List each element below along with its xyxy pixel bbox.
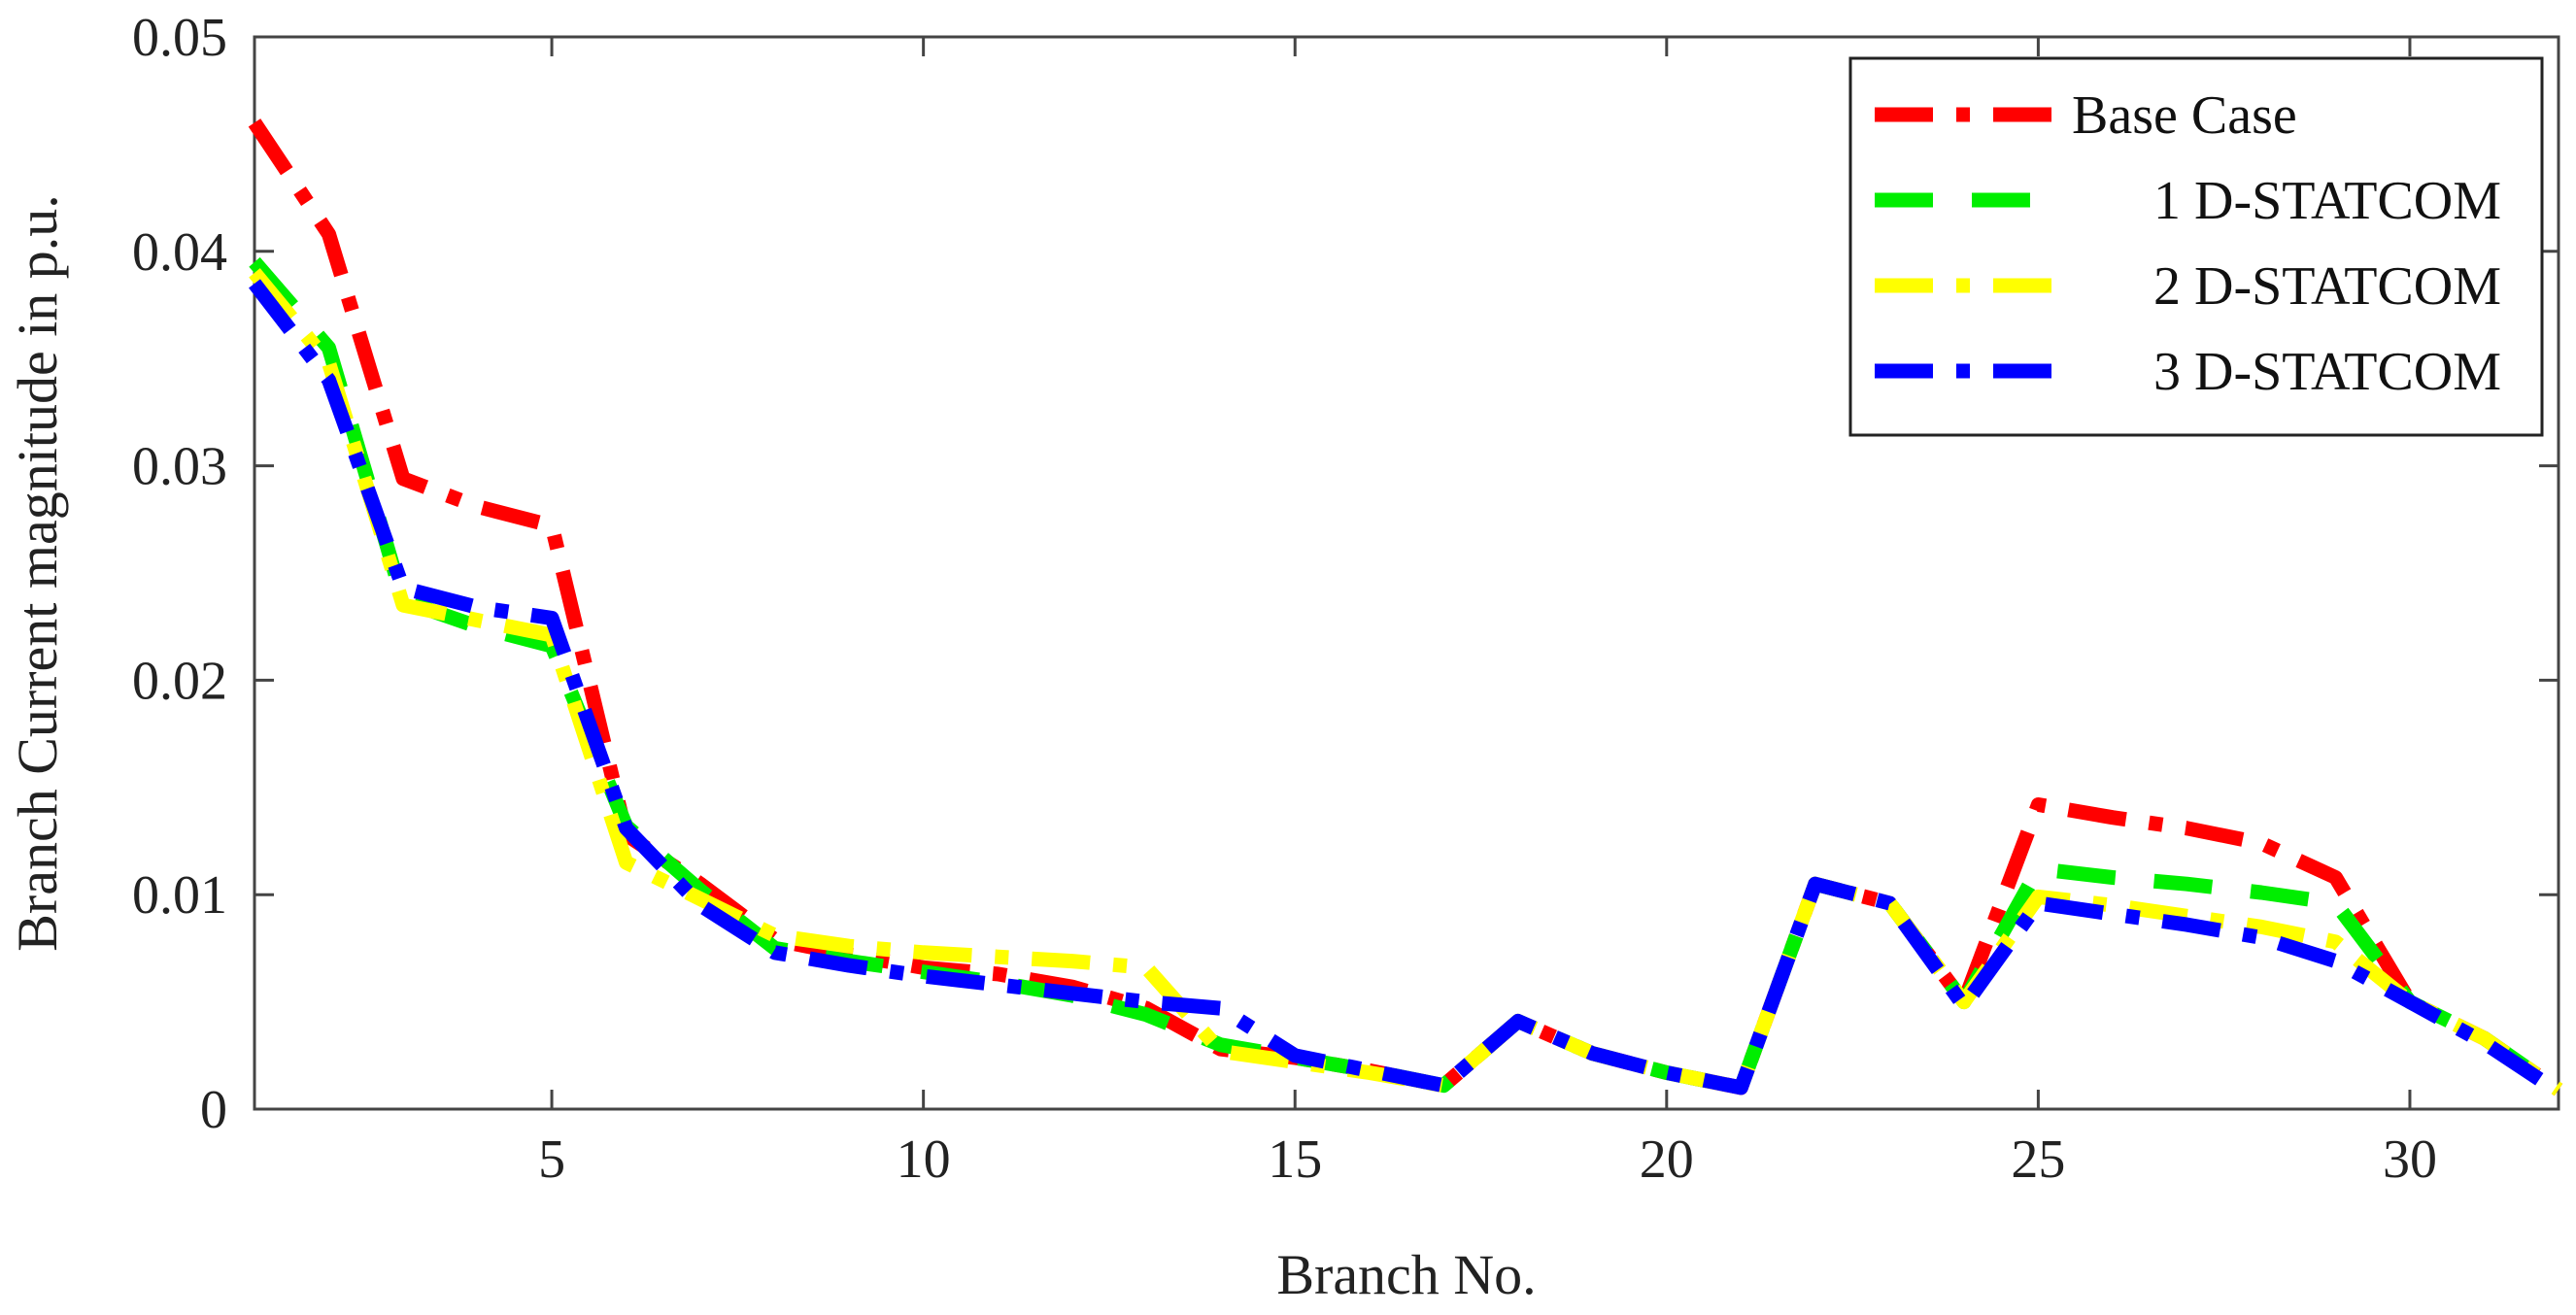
series-layer <box>248 118 2563 1098</box>
y-tick-label: 0.01 <box>132 865 227 926</box>
x-tick-label: 5 <box>538 1130 565 1190</box>
legend-entries: Base Case 1 D-STATCOM 2 D-STATCOM 3 D-STATC… <box>1875 85 2501 402</box>
x-tick-label: 10 <box>897 1130 951 1190</box>
series-line-4 <box>249 279 2563 1098</box>
y-tick-label: 0.02 <box>132 651 227 711</box>
y-axis-ticks: 0 0.01 0.02 0.03 0.04 0.05 <box>132 8 2559 1140</box>
x-axis-ticks: 5 10 15 20 25 30 <box>538 37 2437 1190</box>
x-tick-label: 25 <box>2011 1130 2065 1190</box>
x-axis-title: Branch No. <box>1276 1243 1536 1306</box>
x-tick-label: 30 <box>2383 1130 2437 1190</box>
legend: Base Case 1 D-STATCOM 2 D-STATCOM 3 D-STATC… <box>1848 56 2544 437</box>
x-tick-label: 20 <box>1640 1130 1694 1190</box>
y-tick-label: 0.04 <box>132 222 227 283</box>
y-axis-title: Branch Current magnitude in p.u. <box>6 194 69 952</box>
legend-label-1: Base Case <box>2072 85 2297 146</box>
legend-label-3: 2 D-STATCOM <box>2153 256 2501 317</box>
y-tick-label: 0.05 <box>132 8 227 68</box>
y-tick-label: 0.03 <box>132 437 227 497</box>
legend-label-4: 3 D-STATCOM <box>2153 342 2501 402</box>
legend-label-2: 1 D-STATCOM <box>2153 171 2501 231</box>
y-tick-label: 0 <box>200 1080 227 1140</box>
x-tick-label: 15 <box>1268 1130 1322 1190</box>
series-line-3 <box>249 268 2563 1096</box>
